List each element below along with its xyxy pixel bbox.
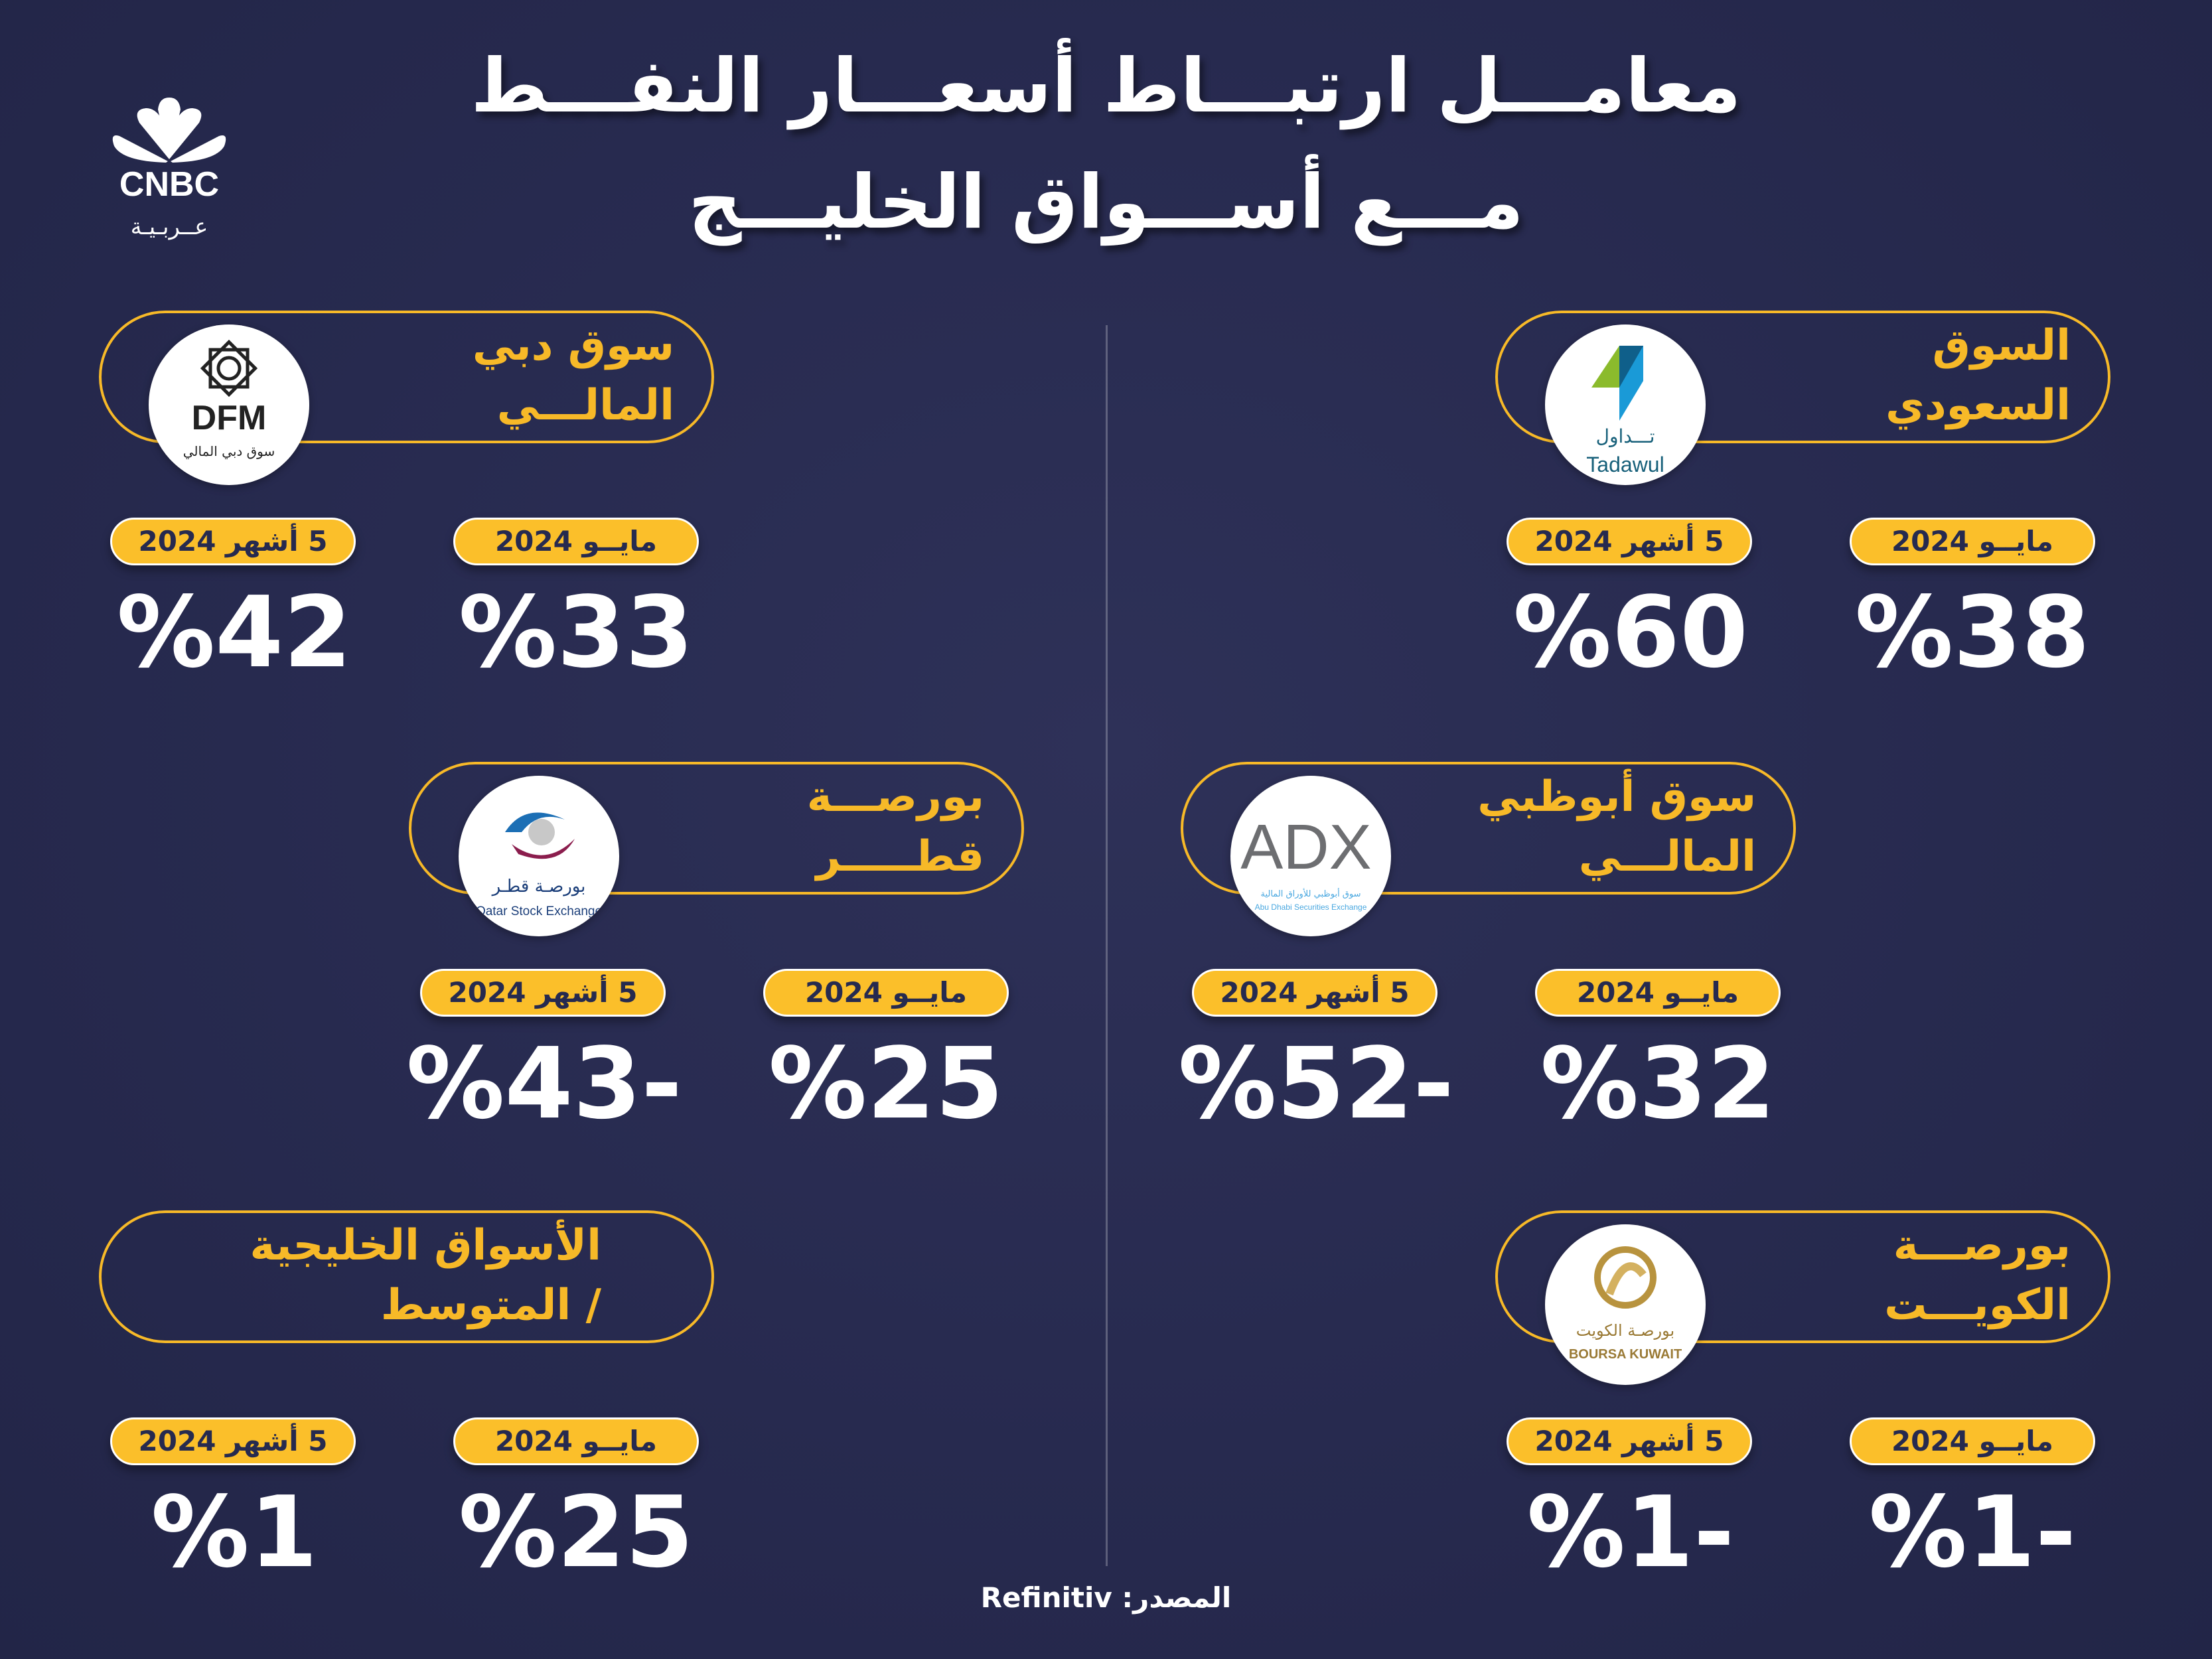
may-2024-label: مايــو 2024 [453,518,699,565]
market-title-line: قطـــــر [816,832,984,881]
market-header-box [99,311,714,443]
may-2024-label: مايــو 2024 [1850,1417,2095,1465]
logo-text: سوق دبي المالي [183,443,275,460]
five-months-2024-label: 5 أشهر 2024 [1192,969,1438,1017]
market-header-box [1181,762,1796,895]
may-2024-value: %25 [768,1027,1004,1141]
five-months-2024-value: %43- [406,1027,682,1141]
market-title-line: الكويـــت [1884,1281,2071,1330]
market-header-box [409,762,1024,895]
market-title-line: المالـــي [1578,832,1756,881]
market-card-qatar: بورصـــة قطـــــر بورصـة قطـر Qatar Stock… [406,762,1024,1140]
market-card-dubai: سوق دبي المالـــي DFM سوق دبي المالي مايـ… [99,311,714,689]
may-2024-value: %33 [458,575,694,689]
page-title-line2: مـــع أســـواق الخليـــج [688,159,1524,246]
market-header-box [1495,1210,2110,1343]
page-title-line1: معامـــل ارتبـــاط أسعـــار النفـــط [471,43,1741,129]
may-2024-value: %38 [1854,575,2091,689]
market-title: السوق السعودي [1885,316,2071,435]
logo-text: بورصـة الكويت [1576,1321,1674,1340]
may-2024-label: مايــو 2024 [1535,969,1781,1017]
five-months-2024-label: 5 أشهر 2024 [110,518,356,565]
may-2024-value: %1- [1868,1475,2077,1589]
logo-text: ADX [1240,812,1371,883]
market-title: بورصـــة قطـــــر [807,767,984,887]
five-months-2024-value: %1- [1526,1475,1735,1589]
market-card-abudhabi: سوق أبوظبي المالـــي ADX سوق أبوظبي للأور… [1178,762,1796,1140]
market-title-line: / المتوسط [380,1281,601,1330]
market-title: بورصـــة الكويـــت [1884,1216,2071,1335]
may-2024-label: مايــو 2024 [763,969,1009,1017]
logo-text: DFM [192,399,267,437]
five-months-2024-value: %1 [151,1475,318,1589]
five-months-2024-label: 5 أشهر 2024 [110,1417,356,1465]
may-2024-label: مايــو 2024 [453,1417,699,1465]
market-title-line: المالـــي [496,381,674,430]
five-months-2024-label: 5 أشهر 2024 [1507,1417,1752,1465]
cnbc-sub-text: عــربـيـة [131,214,208,240]
logo-text: BOURSA KUWAIT [1569,1347,1682,1362]
tadawul-logo: تـــداول Tadawul [1545,325,1706,485]
market-title-line: السعودي [1885,381,2071,430]
market-card-saudi: السوق السعودي تـــداول Tadawul مايــو 202… [1495,311,2110,689]
market-title: سوق دبي المالـــي [473,316,674,435]
five-months-2024-value: %52- [1178,1027,1454,1141]
logo-text: Abu Dhabi Securities Exchange [1255,902,1367,912]
market-title-line: بورصـــة [1893,1221,2071,1270]
five-months-2024-value: %60 [1512,575,1749,689]
market-title-line: سوق أبوظبي [1477,772,1756,822]
five-months-2024-value: %42 [116,575,352,689]
market-header-box [1495,311,2110,443]
may-2024-label: مايــو 2024 [1850,518,2095,565]
logo-text: بورصـة قطـر [491,877,586,897]
boursa-kuwait-logo: بورصـة الكويت BOURSA KUWAIT [1545,1224,1706,1385]
market-header-box [99,1210,714,1343]
may-2024-value: %32 [1540,1027,1776,1141]
logo-text: سوق أبوظبي للأوراق المالية [1260,888,1361,899]
market-title-line: سوق دبي [472,321,674,370]
five-months-2024-label: 5 أشهر 2024 [420,969,666,1017]
may-2024-value: %25 [458,1475,694,1589]
adx-logo: ADX سوق أبوظبي للأوراق المالية Abu Dhabi S… [1230,776,1391,936]
market-card-gulf-average: الأسواق الخليجية / المتوسط مايــو 2024 5… [99,1210,714,1589]
logo-text: Qatar Stock Exchange [476,904,602,918]
cnbc-arabia-logo: CNBC عــربـيـة [112,98,226,240]
dfm-logo: DFM سوق دبي المالي [149,325,309,485]
logo-text: تـــداول [1596,425,1655,447]
center-divider [1106,325,1108,1566]
market-title-line: بورصـــة [806,772,984,822]
market-title: الأسواق الخليجية / المتوسط [250,1216,602,1335]
market-title-line: الأسواق الخليجية [250,1221,602,1270]
market-title-line: السوق [1932,321,2071,370]
cnbc-brand-text: CNBC [119,165,219,204]
source-note: المصدر: Refinitiv [980,1581,1232,1614]
logo-text: Tadawul [1586,453,1664,476]
market-title: سوق أبوظبي المالـــي [1477,767,1756,887]
qse-logo: بورصـة قطـر Qatar Stock Exchange [459,776,619,936]
market-card-kuwait: بورصـــة الكويـــت بورصـة الكويت BOURSA K… [1495,1210,2110,1589]
five-months-2024-label: 5 أشهر 2024 [1507,518,1752,565]
